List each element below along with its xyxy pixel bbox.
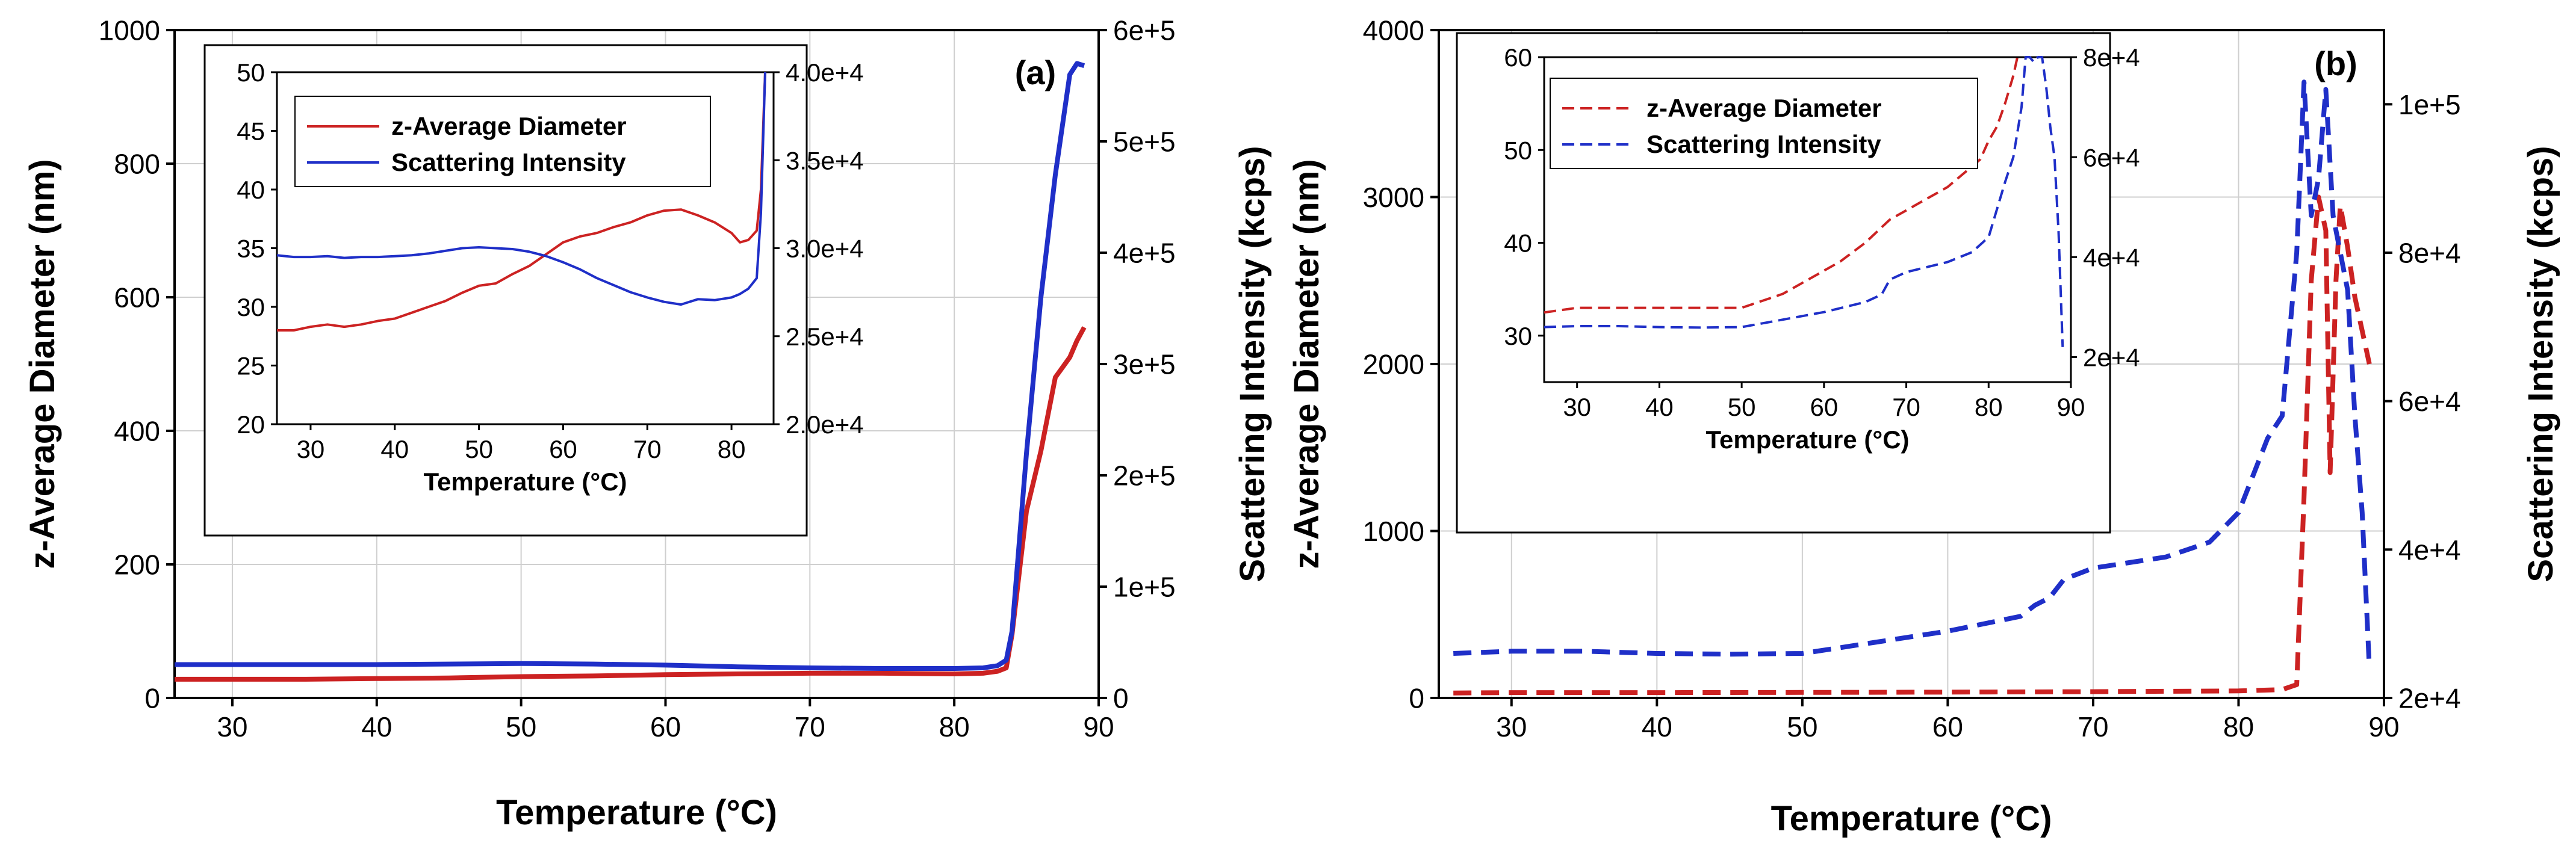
inset-y-tick-label: 35	[237, 235, 265, 263]
inset-x-tick-label: 30	[297, 435, 325, 463]
y2-tick-label: 1e+5	[1113, 572, 1176, 603]
inset-x-tick-label: 40	[380, 435, 409, 463]
inset-x-tick-label: 50	[465, 435, 493, 463]
y-tick-label: 4000	[1363, 15, 1424, 46]
y-tick-label: 800	[114, 149, 160, 180]
x-tick-label: 60	[1932, 711, 1963, 742]
legend-label: z-Average Diameter	[391, 112, 627, 140]
x-tick-label: 60	[650, 711, 681, 742]
inset-y-tick-label: 20	[237, 410, 265, 439]
y2-tick-label: 4e+4	[2398, 534, 2461, 566]
y2-tick-label: 5e+5	[1113, 126, 1176, 158]
z-average-diameter-line	[175, 326, 1087, 682]
x-tick-label: 90	[2368, 711, 2399, 742]
x-tick-label: 50	[1787, 711, 1817, 742]
x-axis-title: Temperature (°C)	[496, 793, 777, 832]
y2-axis-title: Scattering Intensity (kcps)	[2521, 146, 2560, 582]
inset-x-tick-label: 70	[1892, 393, 1920, 421]
x-tick-label: 80	[2223, 711, 2254, 742]
y-axis-title: z-Average Diameter (nm)	[23, 159, 62, 569]
panel-label: (b)	[2314, 45, 2357, 82]
x-tick-label: 30	[217, 711, 247, 742]
inset-y-tick-label: 30	[1504, 322, 1532, 350]
inset-y2-tick-label: 3.5e+4	[786, 146, 864, 174]
panel-label: (a)	[1015, 54, 1056, 91]
z-average-diameter-line	[1453, 194, 2372, 696]
inset-x-tick-label: 80	[1975, 393, 2003, 421]
y2-tick-label: 6e+4	[2398, 386, 2461, 417]
inset-y2-tick-label: 2.5e+4	[786, 323, 864, 351]
y-axis-title: z-Average Diameter (nm)	[1287, 159, 1326, 569]
y-tick-label: 2000	[1363, 349, 1424, 380]
inset-scattering-intensity-line	[276, 72, 766, 306]
scattering-intensity-line	[175, 61, 1085, 671]
panel-b: 30 40 50 60 70 80 90 0 1000 2000 3000 4000 2e+4 4e+4 6…	[1287, 15, 2560, 838]
y2-tick-label: 2e+4	[2398, 683, 2461, 714]
inset-y2-tick-label: 2e+4	[2083, 344, 2140, 372]
panel-a: 30 40 50 60 70 80 900200400600800100001e+52e+5…	[23, 15, 1272, 832]
inset-x-tick-label: 40	[1645, 393, 1674, 421]
x-tick-label: 30	[1496, 711, 1527, 742]
y-tick-label: 3000	[1363, 182, 1424, 213]
inset-y2-tick-label: 6e+4	[2083, 143, 2140, 171]
scattering-intensity-line	[1453, 79, 2372, 668]
inset-x-tick-label: 50	[1728, 393, 1756, 421]
x-tick-label: 40	[1642, 711, 1672, 742]
y-tick-label: 0	[1409, 683, 1424, 714]
y2-tick-label: 3e+5	[1113, 349, 1176, 380]
inset-y-tick-label: 60	[1504, 43, 1532, 72]
inset-x-axis-title: Temperature (°C)	[423, 468, 627, 496]
inset-y-tick-label: 40	[1504, 229, 1532, 258]
inset-z-average-diameter-line	[277, 72, 766, 332]
y2-tick-label: 0	[1113, 683, 1129, 714]
inset-x-tick-label: 80	[718, 435, 746, 463]
inset-y-tick-label: 30	[237, 293, 265, 321]
legend-label: Scattering Intensity	[391, 148, 626, 176]
inset-x-axis-title: Temperature (°C)	[1705, 425, 1909, 454]
x-tick-label: 70	[795, 711, 825, 742]
y-tick-label: 400	[114, 416, 160, 447]
legend-label: Scattering Intensity	[1646, 130, 1881, 158]
inset-y-tick-label: 40	[237, 176, 265, 204]
inset-y2-tick-label: 8e+4	[2083, 43, 2140, 72]
x-tick-label: 70	[2078, 711, 2108, 742]
y2-axis-title: Scattering Intensity (kcps)	[1233, 146, 1272, 582]
inset-y2-tick-label: 4e+4	[2083, 243, 2140, 271]
y-tick-label: 600	[114, 282, 160, 313]
y2-tick-label: 2e+5	[1113, 460, 1176, 492]
legend-box	[1550, 78, 1978, 169]
inset-x-tick-label: 90	[2057, 393, 2085, 421]
inset-z-average-diameter-line	[1544, 56, 2022, 314]
legend-box	[294, 96, 711, 187]
inset-y-tick-label: 50	[237, 58, 265, 87]
y-tick-label: 0	[144, 683, 160, 714]
inset-y2-tick-label: 2.0e+4	[786, 410, 864, 439]
inset-x-tick-label: 30	[1563, 393, 1591, 421]
x-axis-title: Temperature (°C)	[1771, 799, 2052, 838]
inset-x-tick-label: 60	[1810, 393, 1838, 421]
y-tick-label: 1000	[1363, 516, 1424, 547]
y-tick-label: 1000	[99, 15, 160, 46]
y2-tick-label: 8e+4	[2398, 238, 2461, 269]
inset-y-tick-label: 25	[237, 352, 265, 380]
y-tick-label: 200	[114, 549, 160, 581]
inset-y-tick-label: 45	[237, 117, 265, 146]
y2-tick-label: 6e+5	[1113, 15, 1176, 46]
inset-y2-tick-label: 3.0e+4	[786, 235, 864, 263]
inset-x-tick-label: 70	[633, 435, 662, 463]
y2-tick-label: 4e+5	[1113, 238, 1176, 269]
x-tick-label: 40	[361, 711, 392, 742]
x-tick-label: 50	[506, 711, 536, 742]
inset-y-tick-label: 50	[1504, 136, 1532, 164]
y2-tick-label: 1e+5	[2398, 89, 2461, 120]
inset-x-tick-label: 60	[549, 435, 577, 463]
legend-label: z-Average Diameter	[1646, 94, 1882, 122]
x-tick-label: 90	[1083, 711, 1114, 742]
inset-y2-tick-label: 4.0e+4	[786, 58, 864, 87]
inset-scattering-intensity-line	[1544, 56, 2064, 347]
x-tick-label: 80	[939, 711, 970, 742]
